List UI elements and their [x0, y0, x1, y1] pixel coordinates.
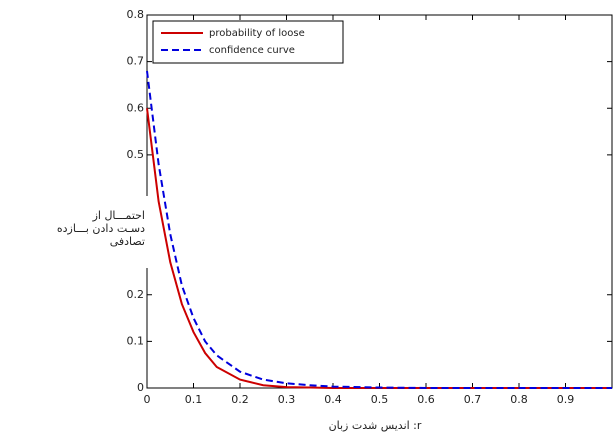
- y-axis-label: احتمـــال از: [92, 209, 145, 222]
- ylabel-bg: [88, 196, 148, 268]
- plot-area: [146, 14, 613, 389]
- y-tick-label: 0.6: [127, 101, 145, 114]
- y-tick-label: 0: [137, 381, 144, 394]
- y-tick-label: 0.2: [127, 288, 145, 301]
- y-tick-label: 0.5: [127, 148, 145, 161]
- legend-box: [152, 20, 344, 64]
- x-tick-label: 0: [144, 393, 151, 406]
- legend-label: probability of loose: [209, 28, 305, 39]
- x-tick-label: 0.2: [231, 393, 249, 406]
- line-series: [146, 70, 612, 389]
- x-tick-label: 0.6: [417, 393, 435, 406]
- y-tick-label: 0.1: [127, 334, 145, 347]
- y-axis-label: تصادفی: [110, 235, 145, 248]
- legend-label: confidence curve: [209, 45, 295, 56]
- y-axis-label: دسـت دادن بـــازده: [57, 222, 145, 235]
- x-tick-label: 0.8: [510, 393, 528, 406]
- x-tick-label: 0.7: [464, 393, 482, 406]
- x-tick-label: 0.3: [278, 393, 296, 406]
- y-tick-label: 0.7: [127, 55, 145, 68]
- line-series: [146, 108, 612, 389]
- x-tick-label: 0.4: [324, 393, 342, 406]
- x-axis-label: r: اندیس شدت زبان: [329, 419, 422, 432]
- x-tick-label: 0.5: [371, 393, 389, 406]
- x-tick-label: 0.9: [557, 393, 575, 406]
- y-tick-label: 0.8: [127, 8, 145, 21]
- x-tick-label: 0.1: [185, 393, 203, 406]
